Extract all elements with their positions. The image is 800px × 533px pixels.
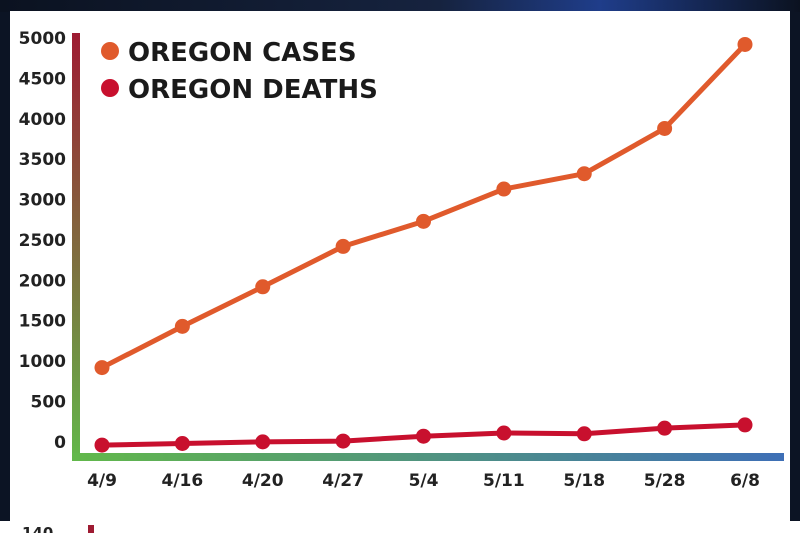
y-tick-label: 3000: [19, 191, 66, 211]
y-tick-label: 1000: [19, 352, 66, 372]
legend-label-cases: OREGON CASES: [128, 38, 357, 68]
x-tick-label: 5/28: [644, 471, 686, 491]
y-tick-label: 4500: [19, 69, 66, 89]
y-tick-label: 500: [31, 392, 67, 412]
legend-marker-deaths: [101, 79, 119, 97]
y-tick-label: 2000: [19, 271, 66, 291]
x-tick-label: 6/8: [730, 471, 760, 491]
data-point-deaths: [496, 425, 512, 441]
x-tick-label: 4/20: [242, 471, 284, 491]
data-point-deaths: [576, 426, 592, 442]
x-tick-label: 4/9: [87, 471, 117, 491]
data-point-deaths: [657, 420, 673, 436]
x-tick-label: 5/11: [483, 471, 525, 491]
legend-label-deaths: OREGON DEATHS: [128, 75, 378, 105]
x-tick-labels: 4/9 4/16 4/20 4/27 5/4 5/11 5/18 5/28 6/8: [87, 471, 760, 491]
data-point-cases: [94, 360, 110, 376]
data-point-cases: [255, 279, 271, 295]
x-tick-label: 4/16: [162, 471, 204, 491]
data-point-deaths: [416, 428, 431, 444]
legend: OREGON CASES OREGON DEATHS: [101, 38, 378, 105]
data-point-cases: [496, 181, 512, 197]
x-axis-line: [72, 453, 784, 461]
data-point-deaths: [174, 435, 190, 451]
data-point-deaths: [255, 434, 271, 450]
data-point-deaths: [94, 437, 110, 453]
legend-marker-cases: [101, 42, 119, 60]
data-point-cases: [576, 166, 592, 182]
y-tick-label: 1500: [19, 312, 66, 332]
x-tick-label: 4/27: [322, 471, 364, 491]
data-point-cases: [335, 238, 351, 254]
y-tick-label: 5000: [19, 29, 66, 49]
series-group: [94, 36, 753, 453]
data-point-cases: [416, 213, 431, 229]
next-chart-axis-stub: [88, 525, 94, 533]
data-point-deaths: [737, 417, 753, 433]
y-tick-label: 0: [54, 433, 66, 453]
data-point-cases: [657, 120, 673, 136]
y-tick-label: 2500: [19, 231, 66, 251]
data-point-cases: [174, 318, 190, 334]
top-background-band: [0, 0, 800, 12]
data-point-cases: [737, 36, 753, 52]
y-axis-line: [72, 33, 80, 461]
x-tick-label: 5/18: [563, 471, 605, 491]
y-tick-label: 4000: [19, 110, 66, 130]
x-tick-label: 5/4: [409, 471, 439, 491]
y-tick-label: 3500: [19, 150, 66, 170]
data-point-deaths: [335, 433, 351, 449]
next-chart-top-tick: 140: [22, 524, 53, 533]
bottom-panel-strip: [0, 521, 800, 533]
